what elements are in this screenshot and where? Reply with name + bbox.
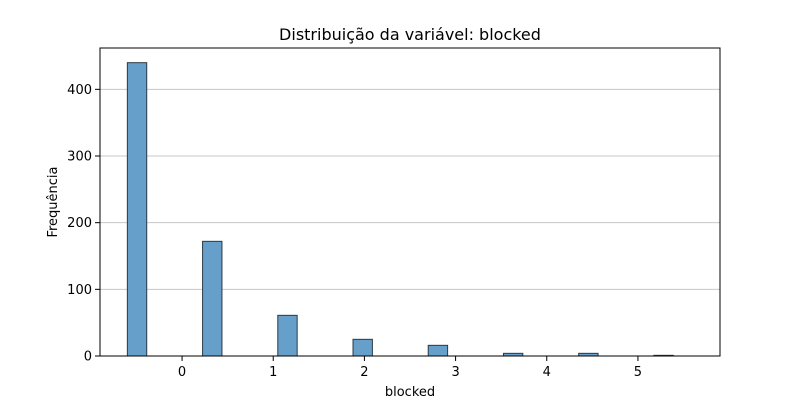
grid-lines [100,88,720,290]
x-tick-label: 5 [634,365,642,380]
x-tick-label: 0 [178,365,186,380]
y-tick-label: 0 [84,350,92,365]
x-tick-label: 4 [543,365,551,380]
y-axis-label: Frequência [46,166,61,237]
x-tick-label: 1 [269,365,277,380]
x-axis-label: blocked [385,385,435,400]
histogram-bar [427,344,449,357]
y-axis-ticks: 0 100 200 300 400 [67,83,100,365]
y-tick-label: 200 [67,216,92,231]
chart-title: Distribuição da variável: blocked [279,25,541,44]
x-tick-label: 3 [451,365,459,380]
histogram-bar [126,62,148,357]
histogram-bar [202,240,223,357]
y-tick-label: 300 [67,150,92,165]
x-tick-label: 2 [360,365,368,380]
x-axis-ticks: 0 1 2 3 4 5 [178,356,642,380]
y-tick-label: 400 [67,83,92,98]
bars [126,62,674,357]
y-tick-label: 100 [67,283,92,298]
histogram-bar [352,338,373,357]
histogram-bar [277,314,298,357]
plot-area-frame [99,47,721,357]
